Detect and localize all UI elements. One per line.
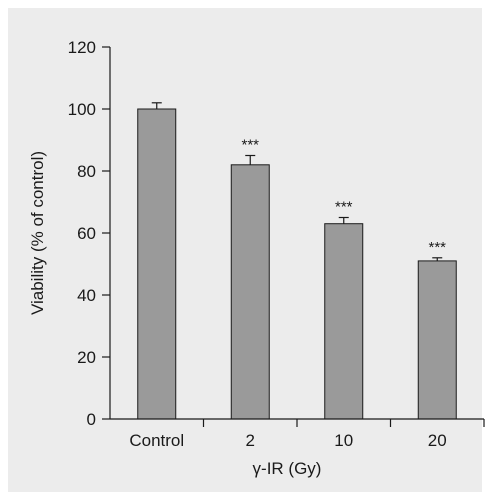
bar-control (137, 108, 177, 420)
bar-2 (230, 164, 270, 420)
y-tick-label: 80 (77, 162, 96, 181)
x-tick-label: Control (129, 431, 184, 450)
y-tick-label: 120 (68, 38, 96, 57)
bar-10 (324, 223, 364, 420)
x-axis-title: γ-IR (Gy) (253, 459, 322, 478)
x-tick-label: 10 (334, 431, 353, 450)
y-tick-label: 20 (77, 348, 96, 367)
y-tick-label: 100 (68, 100, 96, 119)
bar-20 (417, 260, 457, 420)
y-tick-label: 60 (77, 224, 96, 243)
significance-marker: *** (335, 199, 353, 216)
y-tick-label: 40 (77, 286, 96, 305)
ticks-layer: 0 20 40 60 80 100 120 Control 2 10 20 (68, 38, 485, 450)
significance-marker: *** (241, 137, 259, 154)
x-tick-label: 20 (428, 431, 447, 450)
y-axis-title: Viability (% of control) (28, 151, 47, 315)
bars-layer: *** *** *** (137, 102, 457, 420)
significance-marker: *** (428, 239, 446, 256)
x-tick-label: 2 (246, 431, 255, 450)
y-tick-label: 0 (87, 410, 96, 429)
